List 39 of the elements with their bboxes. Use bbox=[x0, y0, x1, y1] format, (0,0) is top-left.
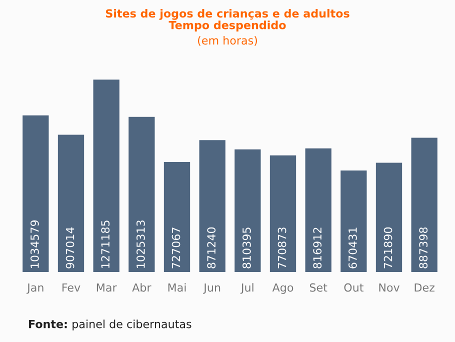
data-label: 670431 bbox=[348, 228, 357, 268]
data-label: 1271185 bbox=[101, 220, 110, 268]
bar bbox=[164, 162, 190, 272]
bar bbox=[376, 162, 402, 272]
data-label: 907014 bbox=[66, 227, 74, 268]
data-label: 871240 bbox=[207, 227, 216, 268]
bar bbox=[93, 80, 120, 272]
x-tick-label: Set bbox=[310, 283, 328, 292]
data-label: 1034579 bbox=[30, 220, 39, 268]
bar bbox=[340, 170, 367, 272]
x-tick-label: Nov bbox=[379, 283, 400, 292]
data-label: 727067 bbox=[172, 228, 180, 268]
x-tick-label: Jan bbox=[26, 283, 44, 294]
bar bbox=[22, 115, 49, 272]
data-label: 887398 bbox=[419, 227, 428, 268]
bar bbox=[128, 116, 155, 272]
bar bbox=[58, 134, 84, 272]
x-tick-label: Dez bbox=[414, 283, 434, 292]
bar bbox=[199, 140, 226, 272]
data-label: 810395 bbox=[242, 228, 251, 268]
x-tick-label: Fev bbox=[62, 283, 80, 292]
bar bbox=[305, 148, 332, 272]
bar bbox=[411, 138, 438, 272]
data-label: 770873 bbox=[278, 228, 286, 268]
x-tick-label: Out bbox=[344, 283, 364, 292]
bar bbox=[234, 149, 261, 272]
x-tick-label: Mai bbox=[168, 283, 186, 292]
x-tick-label: Ago bbox=[272, 283, 294, 294]
x-tick-label: Jun bbox=[203, 283, 220, 294]
data-label: 721890 bbox=[384, 227, 392, 268]
data-label: 816912 bbox=[313, 228, 322, 268]
data-label: 1025313 bbox=[136, 220, 145, 268]
source-note: Fonte: painel de cibernautas bbox=[29, 320, 192, 330]
chart-title: Sites de jogos de crianças e de adultos Tempo despendido bbox=[106, 9, 350, 32]
x-tick-label: Mar bbox=[96, 283, 117, 292]
chart-subtitle: (em horas) bbox=[198, 36, 257, 46]
x-tick-label: Abr bbox=[132, 283, 152, 292]
bar bbox=[270, 155, 296, 272]
x-tick-label: Jul bbox=[240, 283, 254, 294]
